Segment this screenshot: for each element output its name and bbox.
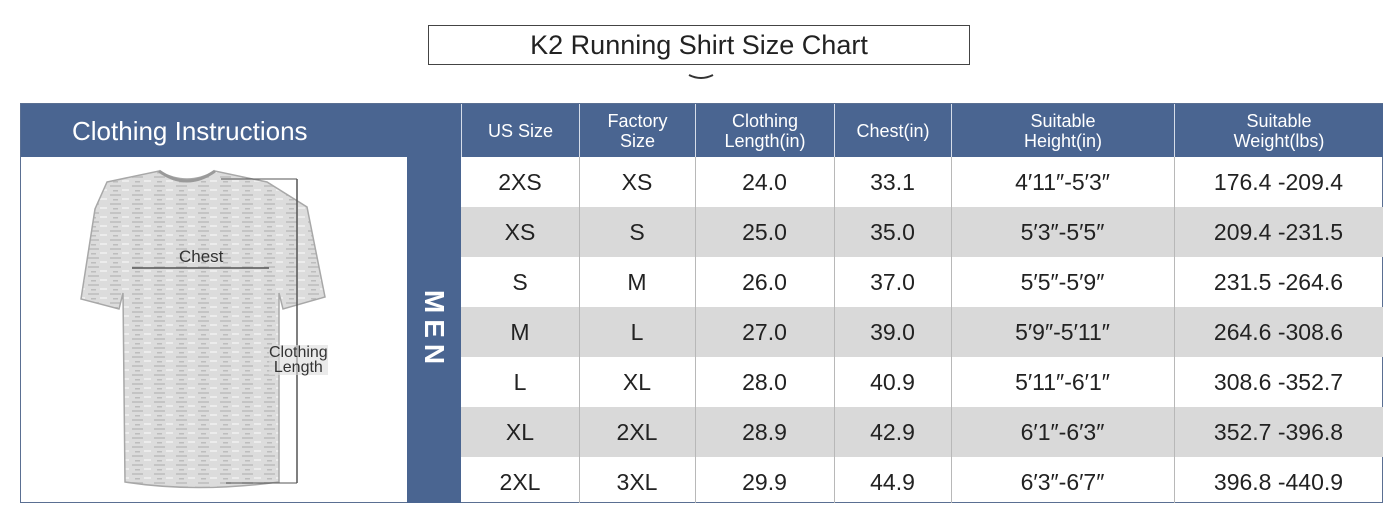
length-label-line1: Clothing (269, 344, 328, 361)
us-size-cell: XL (505, 418, 535, 445)
chest-label: Chest (179, 247, 224, 266)
header-us-size: US Size (461, 104, 579, 157)
factory-size-cell: XL (622, 368, 652, 395)
factory-size-cell: 3XL (616, 468, 658, 495)
factory-size-cell: 2XL (616, 418, 658, 445)
height-cell: 5′5″-5′9″ (1020, 268, 1105, 295)
chest-cell: 35.0 (870, 218, 915, 245)
us-size-cell: L (513, 368, 527, 395)
header-factory-size-line2: Size (619, 130, 655, 151)
header-chest: Chest(in) (834, 104, 951, 157)
chest-cell: 42.9 (870, 418, 915, 445)
clothing-length-cell: 24.0 (742, 168, 787, 195)
clothing-length-cell: 27.0 (742, 318, 787, 345)
header-clothing-length-line2: Length(in) (724, 130, 806, 151)
header-clothing-length-line1: Clothing (731, 110, 799, 131)
page-title: K2 Running Shirt Size Chart (428, 25, 970, 65)
table-row: XS S 25.0 35.0 5′3″-5′5″ 209.4 -231.5 (461, 207, 1383, 257)
factory-size-cell: M (627, 268, 647, 295)
header-height-line2: Height(in) (1023, 130, 1103, 151)
t-shirt-icon (80, 169, 326, 489)
clothing-length-cell: 26.0 (742, 268, 787, 295)
height-cell: 5′9″-5′11″ (1015, 318, 1110, 345)
clothing-length-cell: 28.0 (742, 368, 787, 395)
header-weight-line1: Suitable (1246, 110, 1312, 131)
height-cell: 6′3″-6′7″ (1020, 468, 1105, 495)
us-size-cell: XS (504, 218, 536, 245)
us-size-cell: S (512, 268, 528, 295)
header-suitable-weight: Suitable Weight(lbs) (1174, 104, 1383, 157)
us-size-cell: 2XL (499, 468, 541, 495)
table-row: XL 2XL 28.9 42.9 6′1″-6′3″ 352.7 -396.8 (461, 407, 1383, 457)
height-cell: 5′3″-5′5″ (1020, 218, 1105, 245)
column-divider (579, 157, 580, 503)
factory-size-cell: S (629, 218, 645, 245)
chest-cell: 39.0 (870, 318, 915, 345)
men-label: MEN (419, 289, 451, 371)
column-divider (695, 157, 696, 503)
height-cell: 4′11″-5′3″ (1015, 168, 1110, 195)
height-cell: 5′11″-6′1″ (1015, 368, 1110, 395)
weight-cell: 308.6 -352.7 (1213, 368, 1344, 395)
us-size-cell: M (510, 318, 530, 345)
chest-cell: 40.9 (870, 368, 915, 395)
clothing-length-cell: 25.0 (742, 218, 787, 245)
chest-cell: 37.0 (870, 268, 915, 295)
header-suitable-height: Suitable Height(in) (951, 104, 1174, 157)
header-weight-line2: Weight(lbs) (1233, 130, 1325, 151)
length-label-line2: Length (273, 359, 323, 376)
chest-cell: 44.9 (870, 468, 915, 495)
weight-cell: 396.8 -440.9 (1213, 468, 1344, 495)
column-divider (951, 157, 952, 503)
header-height-line1: Suitable (1030, 110, 1096, 131)
clothing-length-cell: 29.9 (742, 468, 787, 495)
weight-cell: 231.5 -264.6 (1213, 268, 1344, 295)
chevron-down-icon (688, 74, 714, 79)
clothing-length-cell: 28.9 (742, 418, 787, 445)
factory-size-cell: L (630, 318, 644, 345)
table-row: L XL 28.0 40.9 5′11″-6′1″ 308.6 -352.7 (461, 357, 1383, 407)
table-row: 2XL 3XL 29.9 44.9 6′3″-6′7″ 396.8 -440.9 (461, 457, 1383, 507)
column-divider (1174, 157, 1175, 503)
size-chart-table: Clothing Instructions US Size Factory Siz… (20, 103, 1383, 503)
header-factory-size: Factory Size (579, 104, 695, 157)
header-factory-size-line1: Factory (607, 110, 668, 131)
factory-size-cell: XS (621, 168, 653, 195)
length-label: Clothing Length (269, 344, 328, 376)
table-row: M L 27.0 39.0 5′9″-5′11″ 264.6 -308.6 (461, 307, 1383, 357)
table-row: 2XS XS 24.0 33.1 4′11″-5′3″ 176.4 -209.4 (461, 157, 1383, 207)
height-cell: 6′1″-6′3″ (1020, 418, 1105, 445)
men-group-bar: MEN (407, 157, 461, 503)
table-row: S M 26.0 37.0 5′5″-5′9″ 231.5 -264.6 (461, 257, 1383, 307)
us-size-cell: 2XS (498, 168, 542, 195)
weight-cell: 176.4 -209.4 (1213, 168, 1344, 195)
header-clothing-instructions: Clothing Instructions (21, 104, 461, 157)
header-clothing-length: Clothing Length(in) (695, 104, 834, 157)
chest-cell: 33.1 (870, 168, 915, 195)
weight-cell: 352.7 -396.8 (1213, 418, 1344, 445)
column-divider (834, 157, 835, 503)
weight-cell: 209.4 -231.5 (1213, 218, 1344, 245)
weight-cell: 264.6 -308.6 (1213, 318, 1344, 345)
